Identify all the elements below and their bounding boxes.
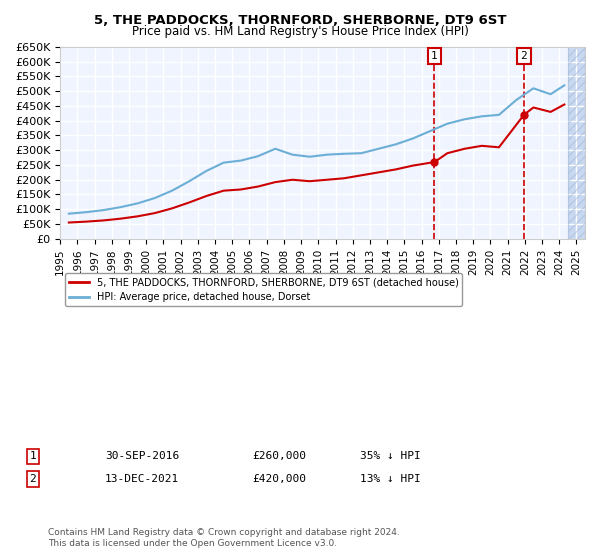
Bar	[568, 47, 585, 239]
Text: Price paid vs. HM Land Registry's House Price Index (HPI): Price paid vs. HM Land Registry's House …	[131, 25, 469, 38]
Bar	[568, 47, 585, 239]
Text: 1: 1	[29, 451, 37, 461]
Text: 13% ↓ HPI: 13% ↓ HPI	[360, 474, 421, 484]
Text: £420,000: £420,000	[252, 474, 306, 484]
Legend: 5, THE PADDOCKS, THORNFORD, SHERBORNE, DT9 6ST (detached house), HPI: Average pr: 5, THE PADDOCKS, THORNFORD, SHERBORNE, D…	[65, 273, 463, 306]
Text: 30-SEP-2016: 30-SEP-2016	[105, 451, 179, 461]
Text: 35% ↓ HPI: 35% ↓ HPI	[360, 451, 421, 461]
Text: £260,000: £260,000	[252, 451, 306, 461]
Text: 2: 2	[521, 51, 527, 61]
Text: 1: 1	[431, 51, 438, 61]
Text: 2: 2	[29, 474, 37, 484]
Text: Contains HM Land Registry data © Crown copyright and database right 2024.
This d: Contains HM Land Registry data © Crown c…	[48, 528, 400, 548]
Text: 5, THE PADDOCKS, THORNFORD, SHERBORNE, DT9 6ST: 5, THE PADDOCKS, THORNFORD, SHERBORNE, D…	[94, 14, 506, 27]
Text: 13-DEC-2021: 13-DEC-2021	[105, 474, 179, 484]
